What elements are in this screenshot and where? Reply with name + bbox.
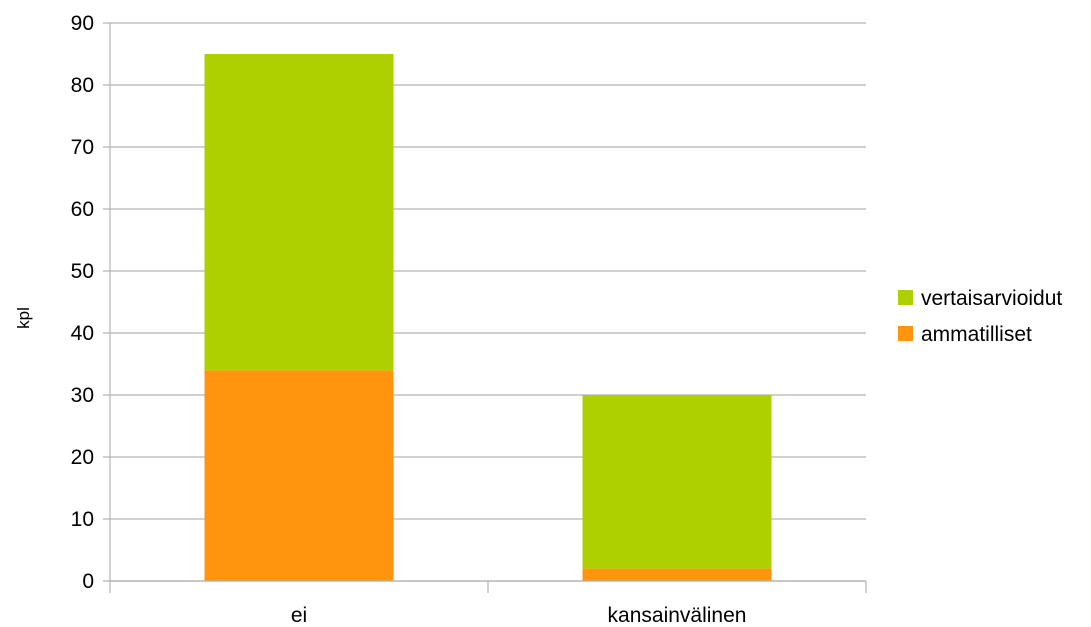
legend: vertaisarvioidut ammatilliset (898, 287, 1062, 346)
legend-swatch (898, 326, 913, 341)
y-tick-label: 0 (82, 570, 94, 593)
x-category-label: ei (291, 604, 307, 627)
x-category-label: kansainvälinen (608, 604, 747, 627)
bar-segment (582, 568, 772, 581)
y-tick-label: 80 (71, 74, 94, 97)
bar-segment (582, 395, 772, 569)
y-tick-label: 40 (71, 322, 94, 345)
legend-label: ammatilliset (921, 323, 1032, 346)
y-tick-label: 30 (71, 384, 94, 407)
bar-segment (204, 54, 394, 371)
bars (204, 54, 772, 581)
y-axis-title: kpl (14, 307, 33, 329)
legend-label: vertaisarvioidut (921, 287, 1062, 310)
y-tick-label: 50 (71, 260, 94, 283)
y-tick-label: 10 (71, 508, 94, 531)
y-tick-label: 20 (71, 446, 94, 469)
x-category-labels: ei kansainvälinen (291, 604, 747, 627)
y-tick-label: 90 (71, 12, 94, 35)
axes (109, 23, 867, 593)
y-tick-labels: 0 10 20 30 40 50 60 70 80 90 (71, 12, 94, 593)
legend-swatch (898, 290, 913, 305)
bar-segment (204, 370, 394, 581)
y-tick-label: 70 (71, 136, 94, 159)
y-tick-label: 60 (71, 198, 94, 221)
